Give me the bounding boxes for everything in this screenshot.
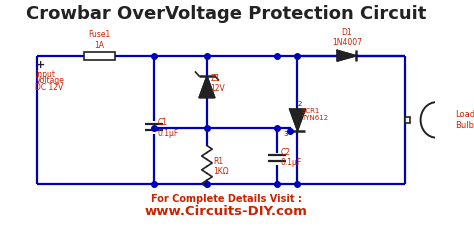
- Polygon shape: [337, 50, 356, 61]
- Text: +: +: [36, 60, 45, 70]
- Text: For Complete Details Visit :: For Complete Details Visit :: [151, 194, 302, 204]
- Text: Fuse1
1A: Fuse1 1A: [88, 30, 110, 50]
- Text: SCR1
TYN612: SCR1 TYN612: [301, 109, 328, 122]
- Text: C1
0.1μF: C1 0.1μF: [158, 118, 179, 138]
- Text: C2
0.1μF: C2 0.1μF: [281, 148, 302, 167]
- Text: Voltage: Voltage: [36, 76, 64, 85]
- Text: 3: 3: [284, 131, 288, 137]
- Text: D1
1N4007: D1 1N4007: [332, 28, 362, 47]
- Text: Input: Input: [36, 70, 55, 79]
- Bar: [84, 52, 115, 60]
- Text: Crowbar OverVoltage Protection Circuit: Crowbar OverVoltage Protection Circuit: [26, 5, 427, 23]
- Polygon shape: [290, 109, 305, 131]
- Text: Load
Bulb: Load Bulb: [455, 110, 474, 130]
- Text: Z1
12V: Z1 12V: [210, 74, 225, 93]
- Text: 2: 2: [297, 101, 301, 107]
- Text: R1
1KΩ: R1 1KΩ: [213, 157, 229, 176]
- Text: DC 12V: DC 12V: [36, 83, 64, 92]
- Text: www.Circuits-DIY.com: www.Circuits-DIY.com: [145, 205, 308, 218]
- Polygon shape: [199, 76, 215, 98]
- Bar: [405, 117, 410, 123]
